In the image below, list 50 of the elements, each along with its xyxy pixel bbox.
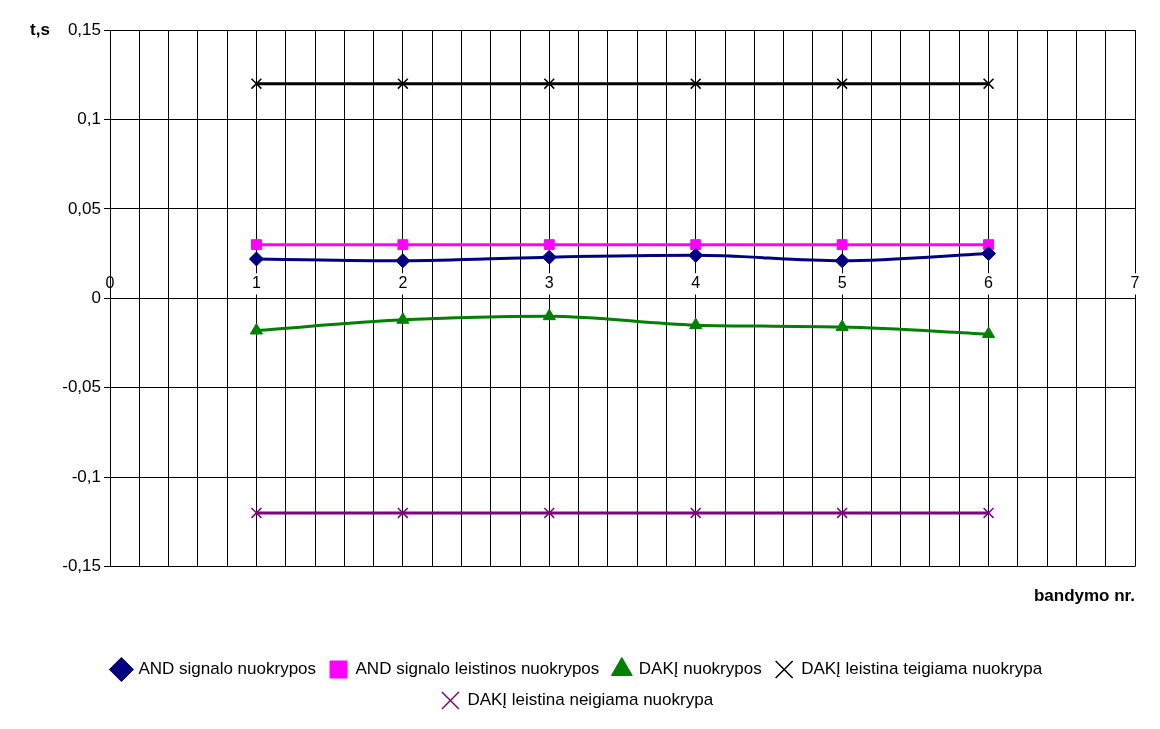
point	[248, 251, 264, 267]
point	[982, 326, 996, 339]
point	[250, 239, 262, 251]
point	[543, 239, 555, 251]
point	[982, 77, 995, 90]
x-tick-label: 4	[691, 274, 701, 292]
point	[250, 507, 263, 519]
y-tick-label: -0,1	[71, 466, 101, 486]
point	[834, 253, 850, 269]
x-tick-label: 3	[544, 274, 554, 292]
x-tick-label: 6	[984, 274, 994, 292]
point	[396, 312, 410, 324]
point	[397, 507, 409, 519]
x-tick-label: 7	[1130, 274, 1140, 292]
point	[835, 319, 849, 331]
point	[690, 507, 702, 519]
y-tick-label: 0,15	[67, 19, 101, 39]
y-tick-label: -0,15	[62, 556, 101, 576]
legend-label: AND signalo nuokrypos	[138, 659, 317, 679]
x-tick-label: 2	[398, 274, 408, 292]
point	[397, 77, 409, 90]
legend-label: DAKĮ nuokrypos	[638, 659, 762, 679]
point	[690, 77, 702, 90]
x-tick-label: 5	[837, 274, 847, 292]
x-axis-title: bandymo nr.	[1033, 586, 1135, 606]
point	[836, 239, 848, 251]
point	[395, 253, 411, 269]
point	[543, 77, 555, 90]
point	[542, 308, 556, 321]
point	[836, 77, 848, 90]
y-tick-label: -0,05	[62, 377, 101, 397]
y-tick-label: 0,05	[67, 198, 101, 218]
point	[249, 323, 263, 335]
x-tick-label: 1	[251, 274, 261, 292]
point	[541, 249, 557, 265]
legend-label: AND signalo leistinos nuokrypos	[355, 659, 600, 679]
point	[690, 239, 702, 251]
y-axis-title: t,s	[30, 19, 50, 39]
point	[982, 507, 995, 519]
point	[543, 507, 555, 519]
legend-label: DAKĮ leistina teigiama nuokrypa	[801, 659, 1043, 679]
point	[397, 239, 409, 251]
point	[688, 247, 704, 263]
point	[981, 246, 997, 262]
point	[250, 77, 263, 90]
legend-label: DAKĮ leistina neigiama nuokrypa	[467, 690, 714, 710]
point	[836, 507, 848, 519]
point	[689, 317, 703, 330]
y-tick-label: 0,1	[77, 109, 101, 129]
y-tick-label: 0	[91, 287, 101, 307]
